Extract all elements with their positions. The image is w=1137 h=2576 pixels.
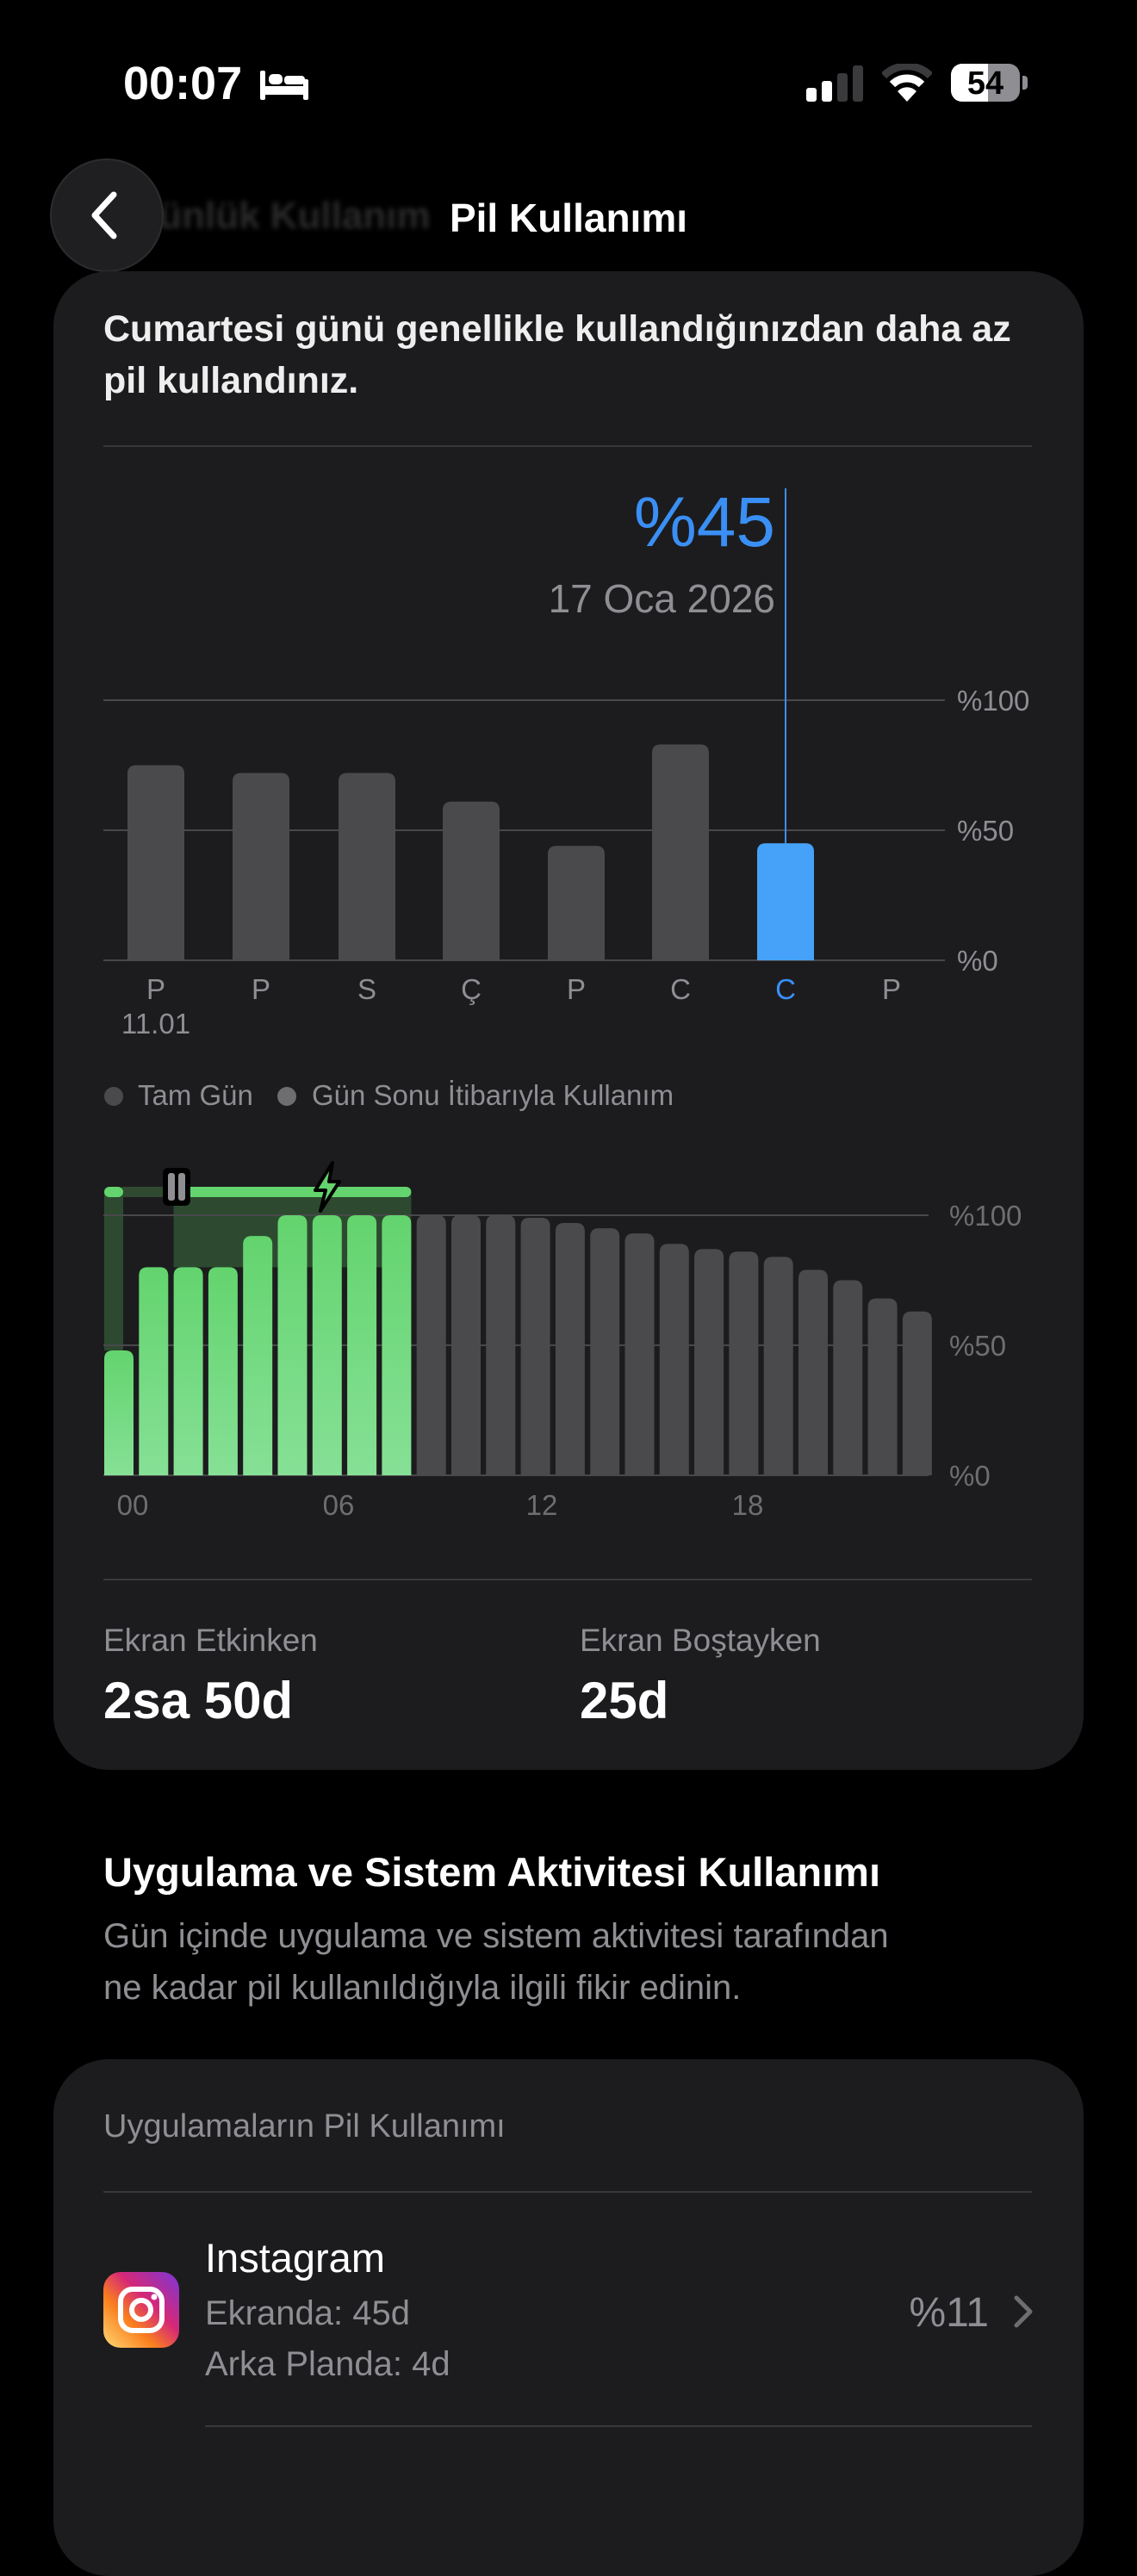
- bar: [729, 1251, 759, 1475]
- divider: [103, 2191, 1032, 2193]
- charging-bar: [382, 1215, 412, 1475]
- bar[interactable]: [127, 765, 184, 961]
- x-tick-label: 00: [117, 1489, 149, 1521]
- x-tick-label: C: [670, 973, 691, 1005]
- y-tick-label: %0: [957, 945, 998, 977]
- x-tick-date-label: 11.01: [121, 1008, 190, 1040]
- apps-card-header: Uygulamaların Pil Kullanımı: [103, 2108, 506, 2145]
- screen-active-label: Ekran Etkinken: [103, 1623, 318, 1658]
- bar: [451, 1215, 481, 1475]
- status-time: 00:07: [123, 58, 243, 109]
- y-tick-label: %0: [949, 1460, 991, 1492]
- bar: [416, 1215, 446, 1475]
- charging-bar: [208, 1267, 238, 1475]
- legend-full-day: Tam Gün: [138, 1079, 253, 1111]
- charging-bar: [104, 1350, 134, 1475]
- x-tick-label: 18: [732, 1489, 764, 1521]
- charging-bar: [347, 1215, 377, 1475]
- app-background-time: Arka Planda: 4d: [205, 2345, 450, 2383]
- charging-bar: [139, 1267, 169, 1475]
- chevron-right-icon: [1014, 2295, 1033, 2328]
- x-tick-label: C: [775, 973, 796, 1005]
- bar: [833, 1280, 863, 1475]
- y-tick-label: %100: [949, 1200, 1022, 1232]
- legend-end-of-day: Gün Sonu İtibarıyla Kullanım: [312, 1079, 674, 1111]
- battery-fill: [951, 64, 989, 102]
- bar: [798, 1269, 828, 1475]
- hourly-battery-chart[interactable]: %100 %50 %0 00 06 12 18: [0, 1120, 1137, 1550]
- legend-dot-full-day: [104, 1087, 123, 1106]
- bar[interactable]: [443, 801, 500, 960]
- bar[interactable]: [652, 744, 709, 960]
- bar: [902, 1311, 932, 1475]
- bar: [590, 1228, 620, 1475]
- divider: [103, 445, 1032, 447]
- battery-tip: [1022, 76, 1028, 90]
- battery-icon: 54: [951, 64, 1020, 102]
- instagram-icon: [103, 2272, 179, 2348]
- charging-bar: [173, 1267, 203, 1475]
- x-tick-label: Ç: [461, 973, 482, 1005]
- weekly-usage-chart[interactable]: %100%50%0P P S Ç P C C P11.01: [0, 0, 1137, 1137]
- charging-shade: [104, 1192, 123, 1351]
- y-tick-label: %50: [949, 1330, 1006, 1362]
- summary-headline-line2: pil kullandınız.: [103, 360, 359, 401]
- bar[interactable]: [548, 846, 605, 960]
- back-button[interactable]: [52, 160, 162, 270]
- divider: [103, 1579, 1032, 1580]
- cellular-signal-icon: [806, 65, 863, 102]
- screen-idle-label: Ekran Boştayken: [580, 1623, 821, 1658]
- x-tick-label: 12: [526, 1489, 558, 1521]
- x-tick-label: P: [567, 973, 586, 1005]
- bar: [486, 1215, 516, 1475]
- page-title: Pil Kullanımı: [449, 196, 688, 240]
- activity-section-title: Uygulama ve Sistem Aktivitesi Kullanımı: [103, 1849, 881, 1895]
- y-tick-label: %50: [957, 815, 1014, 847]
- pause-icon: [163, 1168, 190, 1206]
- activity-section-desc-line1: Gün içinde uygulama ve sistem aktivitesi…: [103, 1917, 889, 1955]
- app-screen-time: Ekranda: 45d: [205, 2294, 410, 2332]
- back-title-faded: Günlük Kullanım: [129, 195, 431, 237]
- app-row-instagram[interactable]: Instagram Ekranda: 45d Arka Planda: 4d %…: [53, 2193, 1084, 2427]
- x-tick-label: S: [357, 973, 376, 1005]
- battery-level: 54: [966, 65, 1004, 102]
- charging-bar: [277, 1215, 308, 1475]
- charging-strip: [104, 1187, 123, 1197]
- legend-dot-end-of-day: [277, 1087, 296, 1106]
- bar: [659, 1244, 689, 1475]
- bar: [520, 1218, 550, 1475]
- bed-icon: [260, 71, 308, 100]
- summary-headline-line1: Cumartesi günü genellikle kullandığınızd…: [103, 308, 1011, 350]
- wifi-icon: [882, 64, 932, 102]
- selected-value: %45: [633, 483, 775, 562]
- x-tick-label: 06: [323, 1489, 355, 1521]
- app-percent: %11: [909, 2290, 989, 2336]
- bar: [624, 1233, 655, 1475]
- bar: [694, 1249, 724, 1475]
- bar: [867, 1298, 898, 1475]
- screen-idle-value: 25d: [580, 1672, 669, 1729]
- activity-section-desc-line2: ne kadar pil kullanıldığıyla ilgili fiki…: [103, 1969, 742, 2007]
- battery-summary-card: [53, 271, 1084, 1770]
- bar: [763, 1257, 793, 1475]
- x-tick-label: P: [882, 973, 901, 1005]
- charging-bar: [312, 1215, 342, 1475]
- x-tick-label: P: [252, 973, 270, 1005]
- charging-strip: [173, 1187, 412, 1197]
- bar: [555, 1223, 585, 1475]
- x-tick-label: P: [146, 973, 165, 1005]
- selected-date: 17 Oca 2026: [548, 576, 775, 621]
- y-tick-label: %100: [957, 685, 1029, 717]
- screen-active-value: 2sa 50d: [103, 1672, 294, 1729]
- bolt-icon: [314, 1161, 341, 1213]
- app-name: Instagram: [205, 2235, 385, 2281]
- bar[interactable]: [233, 773, 289, 960]
- bar[interactable]: [339, 773, 395, 960]
- chevron-left-icon: [91, 191, 117, 239]
- divider: [205, 2425, 1032, 2427]
- charging-bar: [243, 1236, 273, 1475]
- bar[interactable]: [757, 843, 814, 960]
- paused-strip: [121, 1187, 174, 1197]
